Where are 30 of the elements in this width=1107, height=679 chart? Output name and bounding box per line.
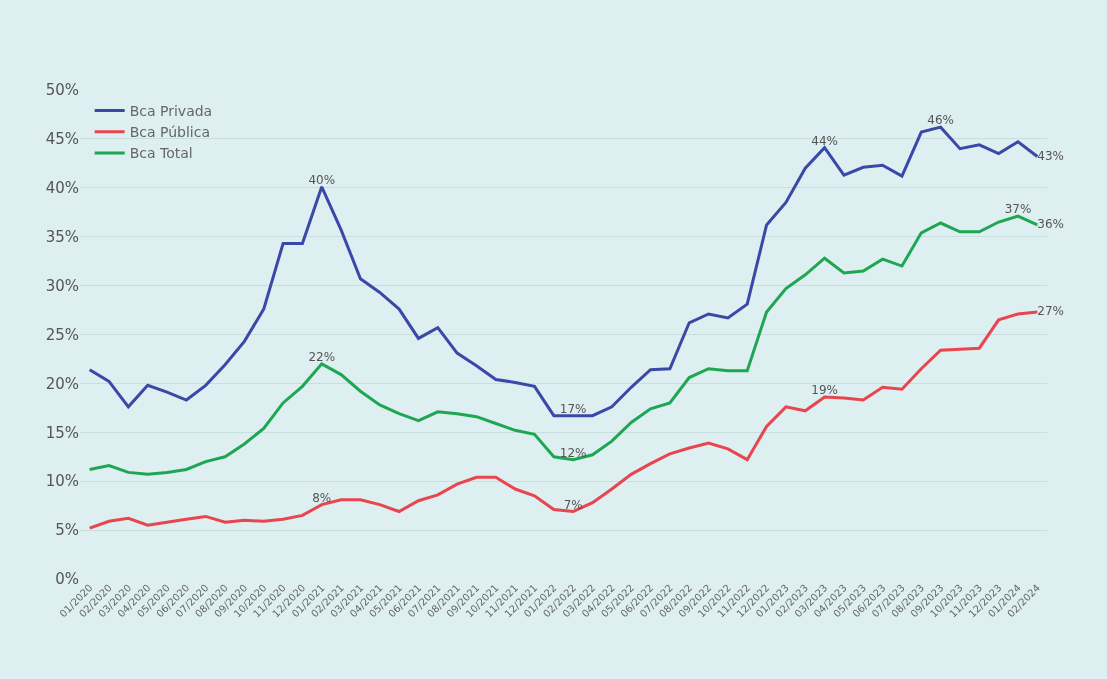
data-label: 17%	[559, 401, 587, 416]
y-tick-label: 10%	[45, 472, 79, 491]
y-tick-label: 0%	[55, 570, 79, 589]
data-label: 7%	[563, 497, 583, 512]
data-label: 44%	[811, 133, 838, 148]
data-label: 27%	[1037, 304, 1064, 319]
y-tick-label: 50%	[45, 81, 79, 100]
y-tick-label: 40%	[45, 179, 79, 198]
line-series	[88, 214, 1039, 476]
y-tick-label: 35%	[45, 227, 79, 246]
data-label: 43%	[1037, 148, 1064, 163]
y-tick-label: 5%	[55, 521, 79, 540]
data-label: 8%	[312, 490, 332, 505]
line-series	[88, 125, 1039, 418]
legend-label: Bca Privada	[129, 102, 213, 119]
data-label: 19%	[811, 383, 838, 398]
legend-label: Bca Pública	[129, 124, 211, 141]
data-label: 46%	[927, 113, 954, 128]
y-tick-label: 30%	[45, 276, 79, 295]
y-tick-label: 15%	[45, 423, 79, 442]
legend-label: Bca Total	[129, 145, 193, 162]
data-label: 37%	[1004, 202, 1032, 217]
y-tick-label: 20%	[45, 374, 79, 393]
data-label: 12%	[559, 445, 587, 460]
y-tick-label: 45%	[45, 130, 79, 149]
line-series	[88, 310, 1039, 530]
data-label: 22%	[308, 349, 336, 364]
data-label: 40%	[308, 172, 336, 187]
y-tick-label: 25%	[45, 325, 79, 344]
data-label: 36%	[1037, 216, 1064, 231]
